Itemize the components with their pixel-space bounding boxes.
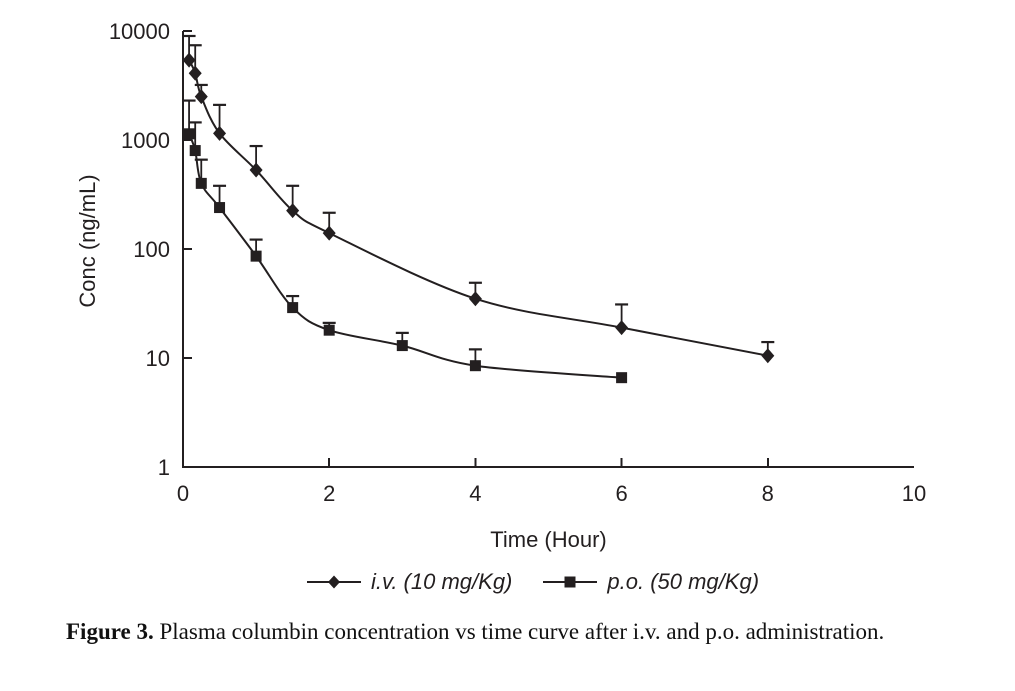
data-point-square <box>214 202 226 214</box>
figure-caption: Figure 3. Plasma columbin concentration … <box>66 617 968 646</box>
y-tick-label: 100 <box>133 237 170 262</box>
data-point-diamond <box>182 52 196 68</box>
data-point-diamond <box>761 348 775 364</box>
y-tick-label: 10000 <box>109 19 170 44</box>
legend-marker-diamond-icon <box>306 575 361 589</box>
x-tick-label: 10 <box>902 481 926 506</box>
data-point-square <box>616 372 628 384</box>
series-line <box>188 59 768 357</box>
x-tick-label: 4 <box>469 481 481 506</box>
axes <box>181 31 914 469</box>
data-point-diamond <box>468 291 482 307</box>
concentration-time-plot: 1 10 100 1000 10000 0 2 4 6 8 10 <box>109 19 926 506</box>
data-point-square <box>396 340 408 352</box>
x-tick-label: 8 <box>762 481 774 506</box>
figure-caption-text: Plasma columbin concentration vs time cu… <box>159 619 885 644</box>
data-point-square <box>189 145 201 157</box>
data-point-diamond <box>194 89 208 105</box>
data-point-square <box>323 324 335 336</box>
data-point-square <box>287 302 299 314</box>
y-tick-label: 1000 <box>121 128 170 153</box>
data-point-square <box>469 360 481 372</box>
legend: i.v. (10 mg/Kg) p.o. (50 mg/Kg) <box>0 569 1015 595</box>
data-point-diamond <box>286 203 300 219</box>
series-po <box>182 99 628 384</box>
data-point-diamond <box>615 320 629 336</box>
legend-label-iv: i.v. (10 mg/Kg) <box>370 569 513 594</box>
data-point-diamond <box>322 225 336 241</box>
data-point-diamond <box>249 162 263 178</box>
data-point-square <box>183 128 195 140</box>
legend-label-po: p.o. (50 mg/Kg) <box>607 569 760 594</box>
x-tick-label: 2 <box>323 481 335 506</box>
data-point-square <box>195 177 207 189</box>
x-axis-title: Time (Hour) <box>490 527 607 552</box>
y-tick-label: 10 <box>146 346 170 371</box>
data-point-square <box>250 250 262 262</box>
data-point-diamond <box>213 125 227 141</box>
legend-item-po: p.o. (50 mg/Kg) <box>542 569 759 595</box>
data-point-diamond <box>188 65 202 81</box>
figure-caption-label: Figure 3. <box>66 619 154 644</box>
legend-item-iv: i.v. (10 mg/Kg) <box>306 569 512 595</box>
series-iv <box>182 34 775 364</box>
x-tick-label: 6 <box>615 481 627 506</box>
x-tick-label: 0 <box>177 481 189 506</box>
legend-marker-square-icon <box>543 576 598 588</box>
y-axis-title: Conc (ng/mL) <box>75 174 100 308</box>
y-tick-label: 1 <box>158 455 170 480</box>
